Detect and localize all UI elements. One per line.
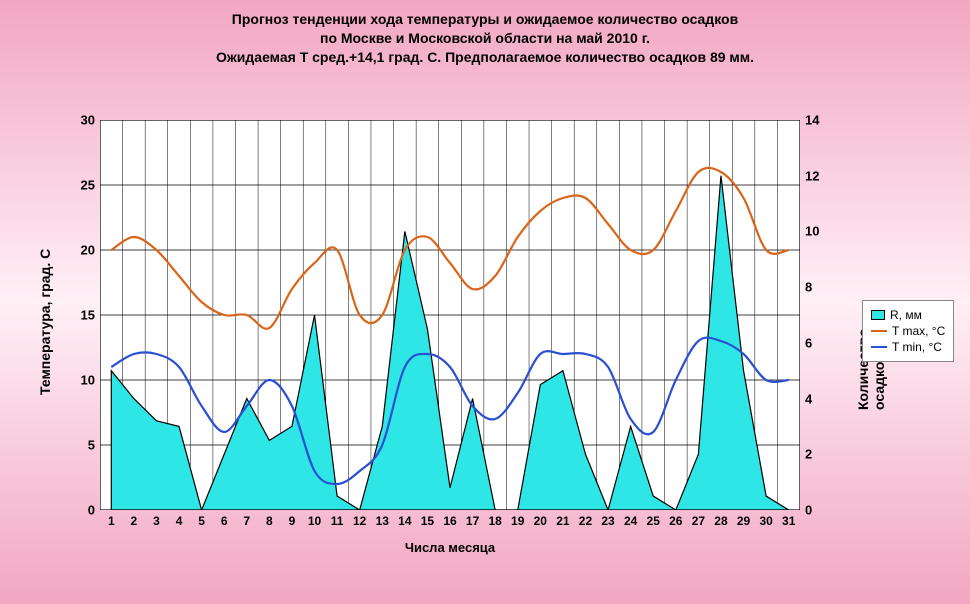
plot-area: 0510152025300246810121412345678910111213… [100, 120, 800, 510]
y-right-tick: 8 [800, 280, 840, 295]
chart-title: Прогноз тенденции хода температуры и ожи… [0, 0, 970, 67]
x-tick: 31 [779, 510, 799, 528]
legend-swatch-tmax [871, 330, 887, 332]
legend-label-tmin: T min, °С [892, 340, 942, 354]
y-right-tick: 10 [800, 224, 840, 239]
y-left-tick: 10 [60, 373, 100, 388]
x-tick: 24 [621, 510, 641, 528]
x-tick: 8 [259, 510, 279, 528]
x-tick: 25 [643, 510, 663, 528]
legend-item-precip: R, мм [871, 308, 945, 322]
y-left-tick: 15 [60, 308, 100, 323]
x-tick: 20 [530, 510, 550, 528]
legend: R, мм T max, °С T min, °С [862, 300, 954, 362]
x-tick: 30 [756, 510, 776, 528]
x-tick: 3 [146, 510, 166, 528]
x-tick: 23 [598, 510, 618, 528]
x-tick: 10 [305, 510, 325, 528]
title-line-2: по Москве и Московской области на май 20… [320, 30, 650, 46]
x-tick: 2 [124, 510, 144, 528]
x-tick: 16 [440, 510, 460, 528]
x-tick: 29 [734, 510, 754, 528]
x-tick: 15 [417, 510, 437, 528]
x-tick: 19 [508, 510, 528, 528]
y-right-tick: 2 [800, 447, 840, 462]
x-tick: 12 [350, 510, 370, 528]
plot-svg [100, 120, 800, 510]
legend-item-tmin: T min, °С [871, 340, 945, 354]
x-tick: 6 [214, 510, 234, 528]
x-axis-label: Числа месяца [100, 540, 800, 555]
legend-swatch-precip [871, 310, 885, 320]
x-tick: 4 [169, 510, 189, 528]
x-tick: 28 [711, 510, 731, 528]
x-tick: 1 [101, 510, 121, 528]
title-line-1: Прогноз тенденции хода температуры и ожи… [232, 11, 738, 27]
y-left-tick: 0 [60, 503, 100, 518]
x-tick: 11 [327, 510, 347, 528]
y-right-tick: 12 [800, 168, 840, 183]
y-right-tick: 6 [800, 335, 840, 350]
legend-item-tmax: T max, °С [871, 324, 945, 338]
legend-label-precip: R, мм [890, 308, 922, 322]
x-tick: 27 [688, 510, 708, 528]
x-tick: 9 [282, 510, 302, 528]
title-line-3: Ожидаемая Т сред.+14,1 град. С. Предпола… [216, 49, 754, 65]
x-tick: 21 [553, 510, 573, 528]
x-tick: 26 [666, 510, 686, 528]
y-left-tick: 20 [60, 243, 100, 258]
x-tick: 5 [192, 510, 212, 528]
y-right-tick: 4 [800, 391, 840, 406]
y-left-tick: 25 [60, 178, 100, 193]
y-left-tick: 5 [60, 438, 100, 453]
x-tick: 14 [395, 510, 415, 528]
chart-page: Прогноз тенденции хода температуры и ожи… [0, 0, 970, 604]
y-left-tick: 30 [60, 113, 100, 128]
y-left-axis-label: Температура, град. С [37, 249, 53, 395]
x-tick: 17 [463, 510, 483, 528]
legend-label-tmax: T max, °С [892, 324, 945, 338]
x-tick: 18 [485, 510, 505, 528]
legend-swatch-tmin [871, 346, 887, 348]
x-tick: 7 [237, 510, 257, 528]
y-right-tick: 0 [800, 503, 840, 518]
y-right-tick: 14 [800, 113, 840, 128]
x-tick: 22 [575, 510, 595, 528]
x-tick: 13 [372, 510, 392, 528]
